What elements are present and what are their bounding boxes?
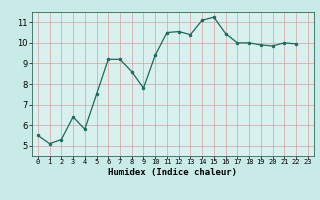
X-axis label: Humidex (Indice chaleur): Humidex (Indice chaleur) [108,168,237,177]
